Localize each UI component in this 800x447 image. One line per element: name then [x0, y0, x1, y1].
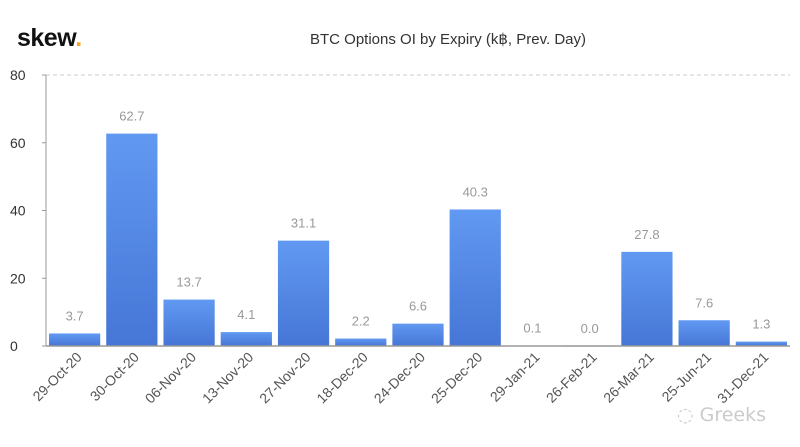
- x-tick-label: 27-Nov-20: [256, 349, 314, 407]
- chart-title-text: BTC Options OI by Expiry (k฿, Prev. Day): [310, 31, 586, 48]
- y-tick-label: 0: [10, 338, 18, 354]
- bar-13-Nov-20: [220, 332, 272, 346]
- bar-25-Dec-20: [449, 209, 501, 346]
- watermark: ◌ Greeks: [677, 404, 766, 426]
- x-tick-label: 24-Dec-20: [371, 349, 429, 407]
- x-tick-label: 29-Oct-20: [29, 349, 84, 404]
- data-label: 0.1: [523, 321, 541, 336]
- y-tick-label: 20: [10, 270, 26, 286]
- wechat-icon: ◌: [677, 404, 700, 426]
- bar-06-Nov-20: [163, 299, 215, 346]
- data-label: 6.6: [409, 299, 427, 314]
- skew-logo: skew.: [17, 24, 82, 53]
- bar-27-Nov-20: [277, 240, 330, 346]
- x-tick-label: 25-Jun-21: [658, 349, 714, 405]
- data-label: 40.3: [463, 184, 488, 199]
- bar-24-Dec-20: [392, 323, 444, 346]
- x-tick-label: 18-Dec-20: [313, 349, 371, 407]
- bar-30-Oct-20: [106, 133, 158, 346]
- bar-25-Jun-21: [678, 320, 730, 346]
- x-tick-label: 26-Feb-21: [543, 349, 600, 406]
- logo-text: skew: [17, 24, 76, 52]
- y-tick-label: 60: [10, 135, 26, 151]
- chart-title: BTC Options OI by Expiry (k฿, Prev. Day): [0, 30, 800, 48]
- bar-26-Mar-21: [621, 251, 673, 346]
- data-label: 1.3: [752, 317, 770, 332]
- y-tick-label: 40: [10, 203, 26, 219]
- x-tick-label: 31-Dec-21: [714, 349, 772, 407]
- data-label: 0.0: [581, 321, 599, 336]
- bar-31-Dec-21: [735, 341, 787, 346]
- data-label: 2.2: [352, 314, 370, 329]
- x-tick-label: 13-Nov-20: [199, 349, 257, 407]
- data-label: 7.6: [695, 295, 713, 310]
- bar-29-Oct-20: [49, 333, 101, 346]
- x-tick-label: 06-Nov-20: [142, 349, 200, 407]
- data-label: 3.7: [66, 308, 84, 323]
- data-label: 62.7: [119, 109, 144, 124]
- y-tick-label: 80: [10, 67, 26, 83]
- x-tick-label: 26-Mar-21: [600, 349, 657, 406]
- x-tick-label: 25-Dec-20: [428, 349, 486, 407]
- x-tick-label: 29-Jan-21: [487, 349, 543, 405]
- data-label: 31.1: [291, 216, 316, 231]
- x-tick-label: 30-Oct-20: [87, 349, 142, 404]
- logo-dot: .: [75, 24, 82, 52]
- watermark-text: Greeks: [699, 404, 767, 426]
- data-label: 27.8: [634, 227, 659, 242]
- data-label: 13.7: [176, 275, 201, 290]
- data-label: 4.1: [237, 307, 255, 322]
- bar-18-Dec-20: [335, 338, 387, 346]
